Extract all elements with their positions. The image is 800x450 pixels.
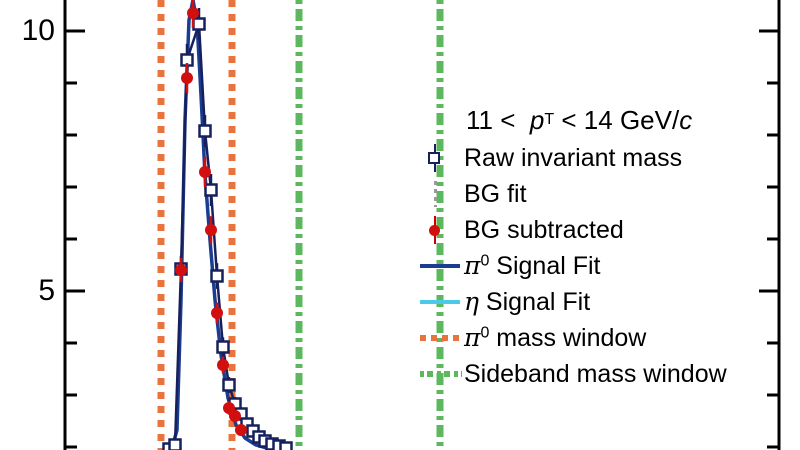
solid-line-icon-pi0 (420, 248, 464, 284)
legend-item-sideband-mass-window: Sideband mass window (420, 356, 790, 392)
pt-unit: GeV/ (619, 104, 680, 135)
pt-low: 11 (466, 104, 493, 135)
pi-superscript-window: 0 (480, 324, 490, 342)
pt-high: 14 (583, 104, 613, 135)
pi-glyph-window: π (464, 323, 481, 352)
dashdot-line-icon-sideband (420, 356, 464, 392)
y-tick-label-5: 5 (38, 274, 55, 307)
legend-label-eta-signal-fit: η Signal Fit (464, 289, 590, 315)
mass-window-text: mass window (489, 324, 647, 352)
legend-label-pi0-mass-window: π0 mass window (464, 325, 646, 351)
legend-label-bg-fit: BG fit (464, 179, 527, 208)
open-square-marker-icon (420, 140, 464, 176)
dotted-line-icon-mass-window (420, 320, 464, 356)
legend-label-bg-subtracted: BG subtracted (464, 215, 624, 244)
axis-frame (63, 0, 781, 450)
eta-fit-text: Signal Fit (478, 288, 591, 316)
pi-superscript: 0 (480, 252, 490, 270)
pt-unit-c: c (679, 104, 693, 135)
legend-label-raw-invariant-mass: Raw invariant mass (464, 143, 683, 172)
pi0-fit-text: Signal Fit (489, 252, 601, 280)
legend-item-eta-signal-fit: η Signal Fit (420, 284, 790, 320)
pt-symbol: p (529, 104, 545, 135)
legend-label-pi0-signal-fit: π0 Signal Fit (464, 253, 601, 279)
bg-subtracted-series (175, 0, 247, 436)
mass-window-lines (157, 0, 444, 450)
pt-subscript: T (544, 111, 555, 128)
solid-line-icon-eta (420, 284, 464, 320)
legend-item-bg-subtracted: BG subtracted (420, 212, 790, 248)
legend-item-pi0-signal-fit: π0 Signal Fit (420, 248, 790, 284)
filled-circle-marker-icon (420, 212, 464, 248)
pt-rel-2: < (561, 104, 577, 135)
legend-label-sideband-mass-window: Sideband mass window (464, 359, 727, 388)
pi-glyph: π (464, 251, 481, 280)
legend-item-bg-fit: BG fit (420, 176, 790, 212)
dotted-errorbar-icon (420, 176, 464, 212)
legend-item-pi0-mass-window: π0 mass window (420, 320, 790, 356)
y-tick-label-10: 10 (21, 14, 55, 47)
eta-glyph: η (464, 287, 479, 316)
pt-rel-1: < (500, 104, 516, 135)
legend-item-raw-invariant-mass: Raw invariant mass (420, 140, 790, 176)
